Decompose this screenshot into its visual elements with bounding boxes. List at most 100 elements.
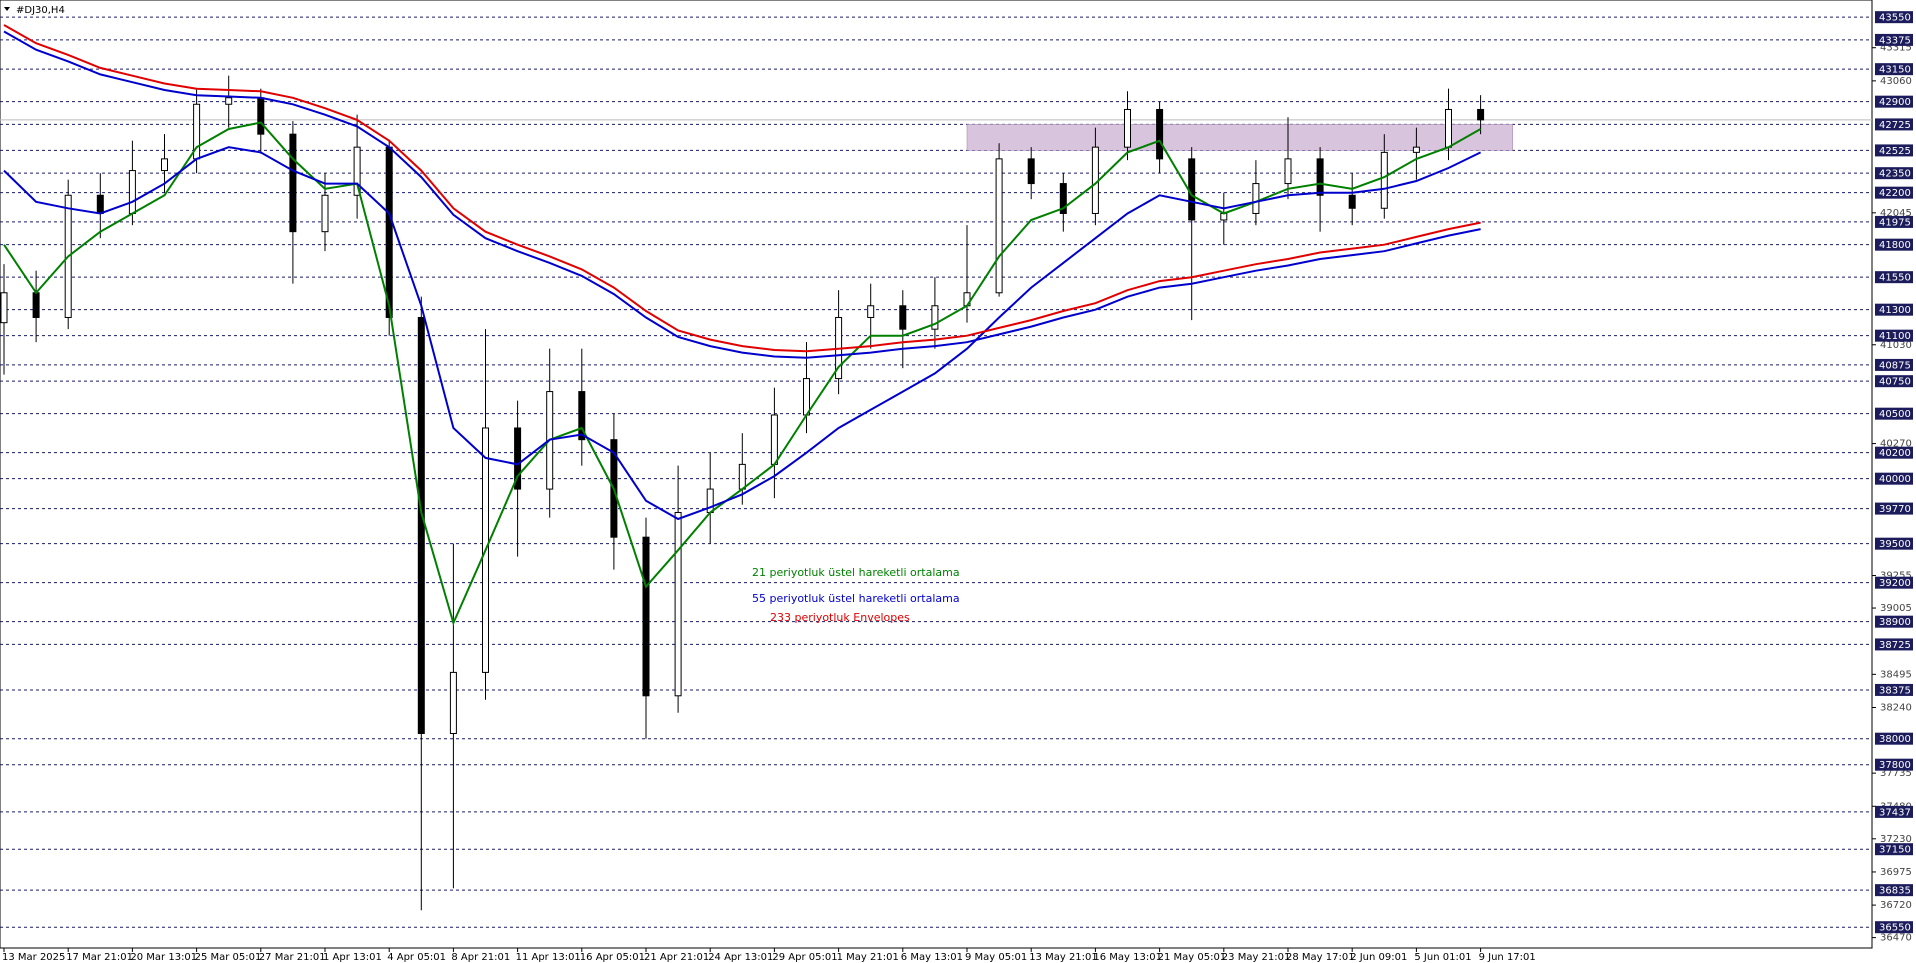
x-tick-label: 9 Jun 17:01 (1479, 952, 1536, 963)
level-label: 40200 (1879, 448, 1911, 459)
x-tick-label: 21 Apr 21:01 (644, 952, 709, 963)
level-label-box (1875, 615, 1913, 628)
candle-body (0, 292, 8, 324)
y-tick-label: 41030 (1880, 340, 1912, 351)
level-label-box (1875, 576, 1913, 589)
candle-body (417, 316, 425, 734)
y-tick-label: 43315 (1880, 43, 1912, 54)
y-tick-label: 39255 (1880, 571, 1912, 582)
level-label: 41100 (1879, 331, 1911, 342)
zone (966, 124, 1513, 151)
level-label-box (1875, 446, 1913, 459)
level-label: 38000 (1879, 734, 1911, 745)
level-label-box (1875, 63, 1913, 76)
x-tick-label: 21 May 05:01 (1158, 952, 1227, 963)
level-label: 38900 (1879, 617, 1911, 628)
level-label-box (1875, 375, 1913, 388)
indicator-line (3, 30, 1481, 359)
candle-body (1124, 108, 1131, 148)
candle-body (578, 391, 586, 441)
level-label: 41300 (1879, 305, 1911, 316)
y-tick-label: 37230 (1880, 834, 1912, 845)
y-tick-label: 43060 (1880, 76, 1912, 87)
candle-body (931, 305, 939, 330)
level-label-box (1875, 329, 1913, 342)
candle-body (674, 511, 682, 697)
x-tick-label: 4 Apr 05:01 (387, 952, 446, 963)
y-tick-label: 38240 (1880, 702, 1912, 713)
candle-body (1412, 146, 1420, 153)
level-label: 41975 (1879, 217, 1911, 228)
candle-body (1348, 194, 1356, 209)
y-tick-label: 40270 (1880, 439, 1912, 450)
candle-body (449, 671, 457, 734)
x-tick-label: 20 Mar 13:01 (130, 952, 197, 963)
menu-arrow (4, 7, 10, 11)
candle-body (161, 158, 168, 172)
x-tick-label: 8 Apr 21:01 (451, 952, 510, 963)
candle-body (642, 536, 650, 697)
indicator-line (3, 121, 1482, 626)
indicator-line (3, 146, 1482, 521)
x-tick-label: 1 Apr 13:01 (323, 952, 382, 963)
level-label: 42725 (1879, 120, 1911, 131)
level-label-box (1875, 144, 1913, 157)
plot-frame (0, 0, 1873, 949)
level-label: 42900 (1879, 97, 1911, 108)
x-tick-label: 5 Jun 01:01 (1414, 952, 1471, 963)
candle-body (385, 146, 393, 318)
x-tick-label: 13 Mar 2025 (2, 952, 65, 963)
candle-body (353, 146, 361, 196)
level-label: 42200 (1879, 188, 1911, 199)
y-tick-label: 42045 (1880, 208, 1912, 219)
candle-body (1156, 108, 1164, 160)
level-label: 42350 (1879, 169, 1911, 180)
x-tick-label: 25 Mar 05:01 (195, 952, 262, 963)
level-label: 41550 (1879, 273, 1911, 284)
level-label-box (1875, 33, 1913, 46)
candle-body (1284, 158, 1292, 185)
level-label: 40500 (1879, 409, 1911, 420)
candle-body (1252, 183, 1260, 214)
legend-entry: 21 periyotluk üstel hareketli ortalama (752, 566, 960, 579)
candle-body (1380, 151, 1388, 209)
candle-body (867, 305, 875, 318)
y-tick-label: 36470 (1880, 933, 1912, 944)
level-label: 43375 (1879, 35, 1911, 46)
candle-body (899, 305, 907, 330)
candle-body (128, 170, 136, 214)
y-tick-label: 36975 (1880, 867, 1912, 878)
level-label: 39500 (1879, 539, 1911, 550)
level-label-box (1875, 303, 1913, 316)
x-tick-label: 24 Apr 13:01 (708, 952, 773, 963)
level-label-box (1875, 805, 1913, 818)
level-label: 37437 (1879, 807, 1911, 818)
level-label-box (1875, 638, 1913, 651)
y-tick-label: 38495 (1880, 669, 1912, 680)
candle-body (1059, 183, 1067, 214)
candle-body (225, 97, 233, 105)
level-label-box (1875, 921, 1913, 934)
level-label-box (1875, 843, 1913, 856)
x-tick-label: 23 May 21:01 (1222, 952, 1291, 963)
level-label: 43150 (1879, 65, 1911, 76)
x-tick-label: 11 Apr 13:01 (516, 952, 581, 963)
x-tick-label: 27 Mar 21:01 (259, 952, 326, 963)
y-tick-label: 37735 (1880, 768, 1912, 779)
level-label-box (1875, 271, 1913, 284)
level-label: 41800 (1879, 240, 1911, 251)
x-tick-label: 9 May 05:01 (965, 952, 1027, 963)
candle-body (1188, 158, 1196, 221)
level-label-box (1875, 884, 1913, 897)
level-label: 39770 (1879, 504, 1911, 515)
x-tick-label: 2 Jun 09:01 (1350, 952, 1407, 963)
level-label-box (1875, 215, 1913, 228)
level-label-box (1875, 732, 1913, 745)
level-label: 37150 (1879, 845, 1911, 856)
level-label-box (1875, 358, 1913, 371)
x-tick-label: 13 May 21:01 (1029, 952, 1098, 963)
level-label-box (1875, 683, 1913, 696)
y-tick-label: 39005 (1880, 603, 1912, 614)
level-label: 43550 (1879, 13, 1911, 24)
